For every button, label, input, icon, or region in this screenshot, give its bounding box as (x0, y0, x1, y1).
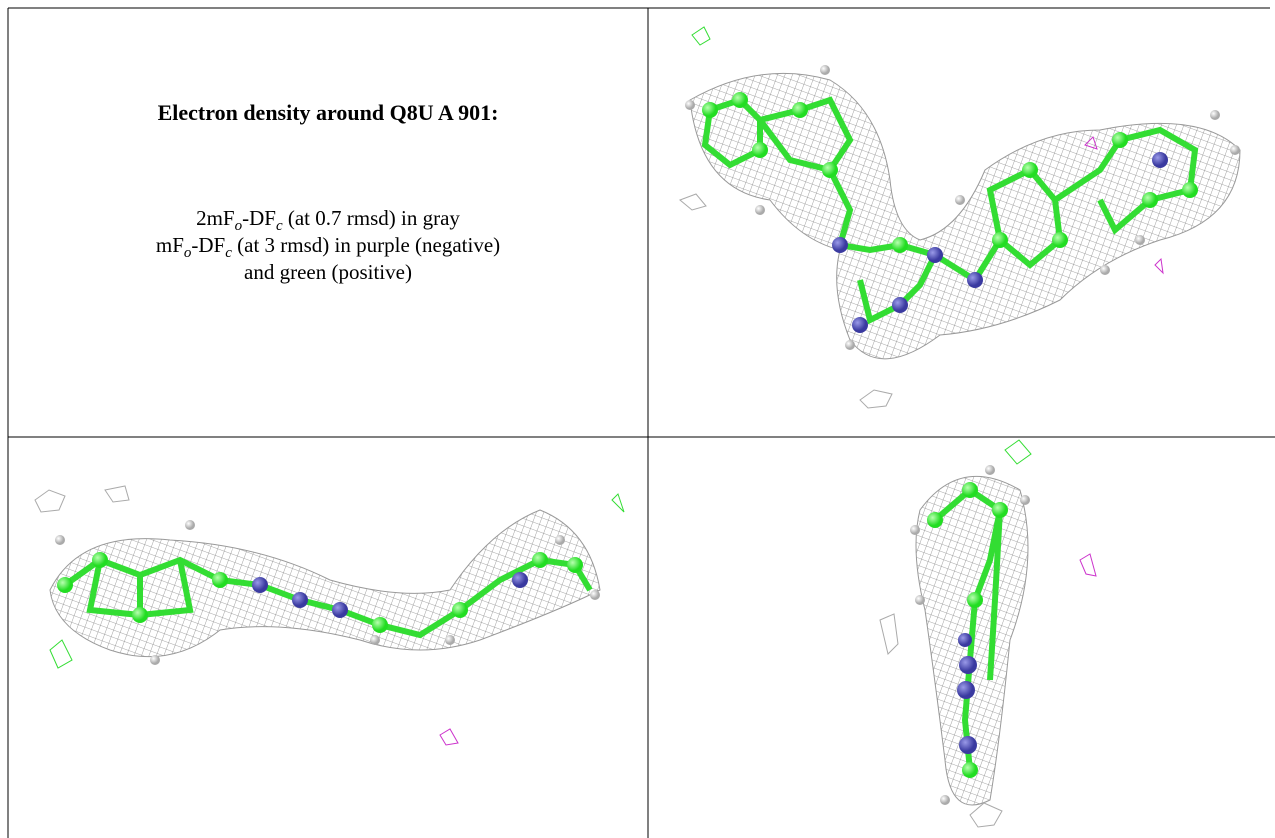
figure-title: Electron density around Q8U A 901: (157, 100, 499, 125)
legend-text: and green (positive) (244, 260, 412, 284)
legend-text: (at 0.7 rmsd) in gray (282, 206, 460, 230)
legend-line: mFo-DFc (at 3 rmsd) in purple (negative) (8, 233, 648, 262)
subscript: o (234, 218, 243, 235)
legend-text: -DF (242, 206, 276, 230)
subscript: o (183, 245, 192, 262)
subscript: c (275, 218, 283, 235)
legend-line: and green (positive) (8, 260, 648, 285)
legend-cell: Electron density around Q8U A 901: 2mFo-… (8, 8, 648, 437)
table-borders (7, 7, 1275, 838)
legend-line: 2mFo-DFc (at 0.7 rmsd) in gray (8, 206, 648, 235)
legend-text: (at 3 rmsd) in purple (negative) (231, 233, 501, 257)
density-view-end (879, 439, 1097, 828)
legend-text: -DF (191, 233, 226, 257)
legend-text: 2mF (196, 206, 235, 230)
subscript: c (225, 245, 232, 262)
density-view-side (34, 485, 625, 746)
legend-text: mF (155, 233, 184, 257)
density-view-top (679, 26, 1241, 409)
